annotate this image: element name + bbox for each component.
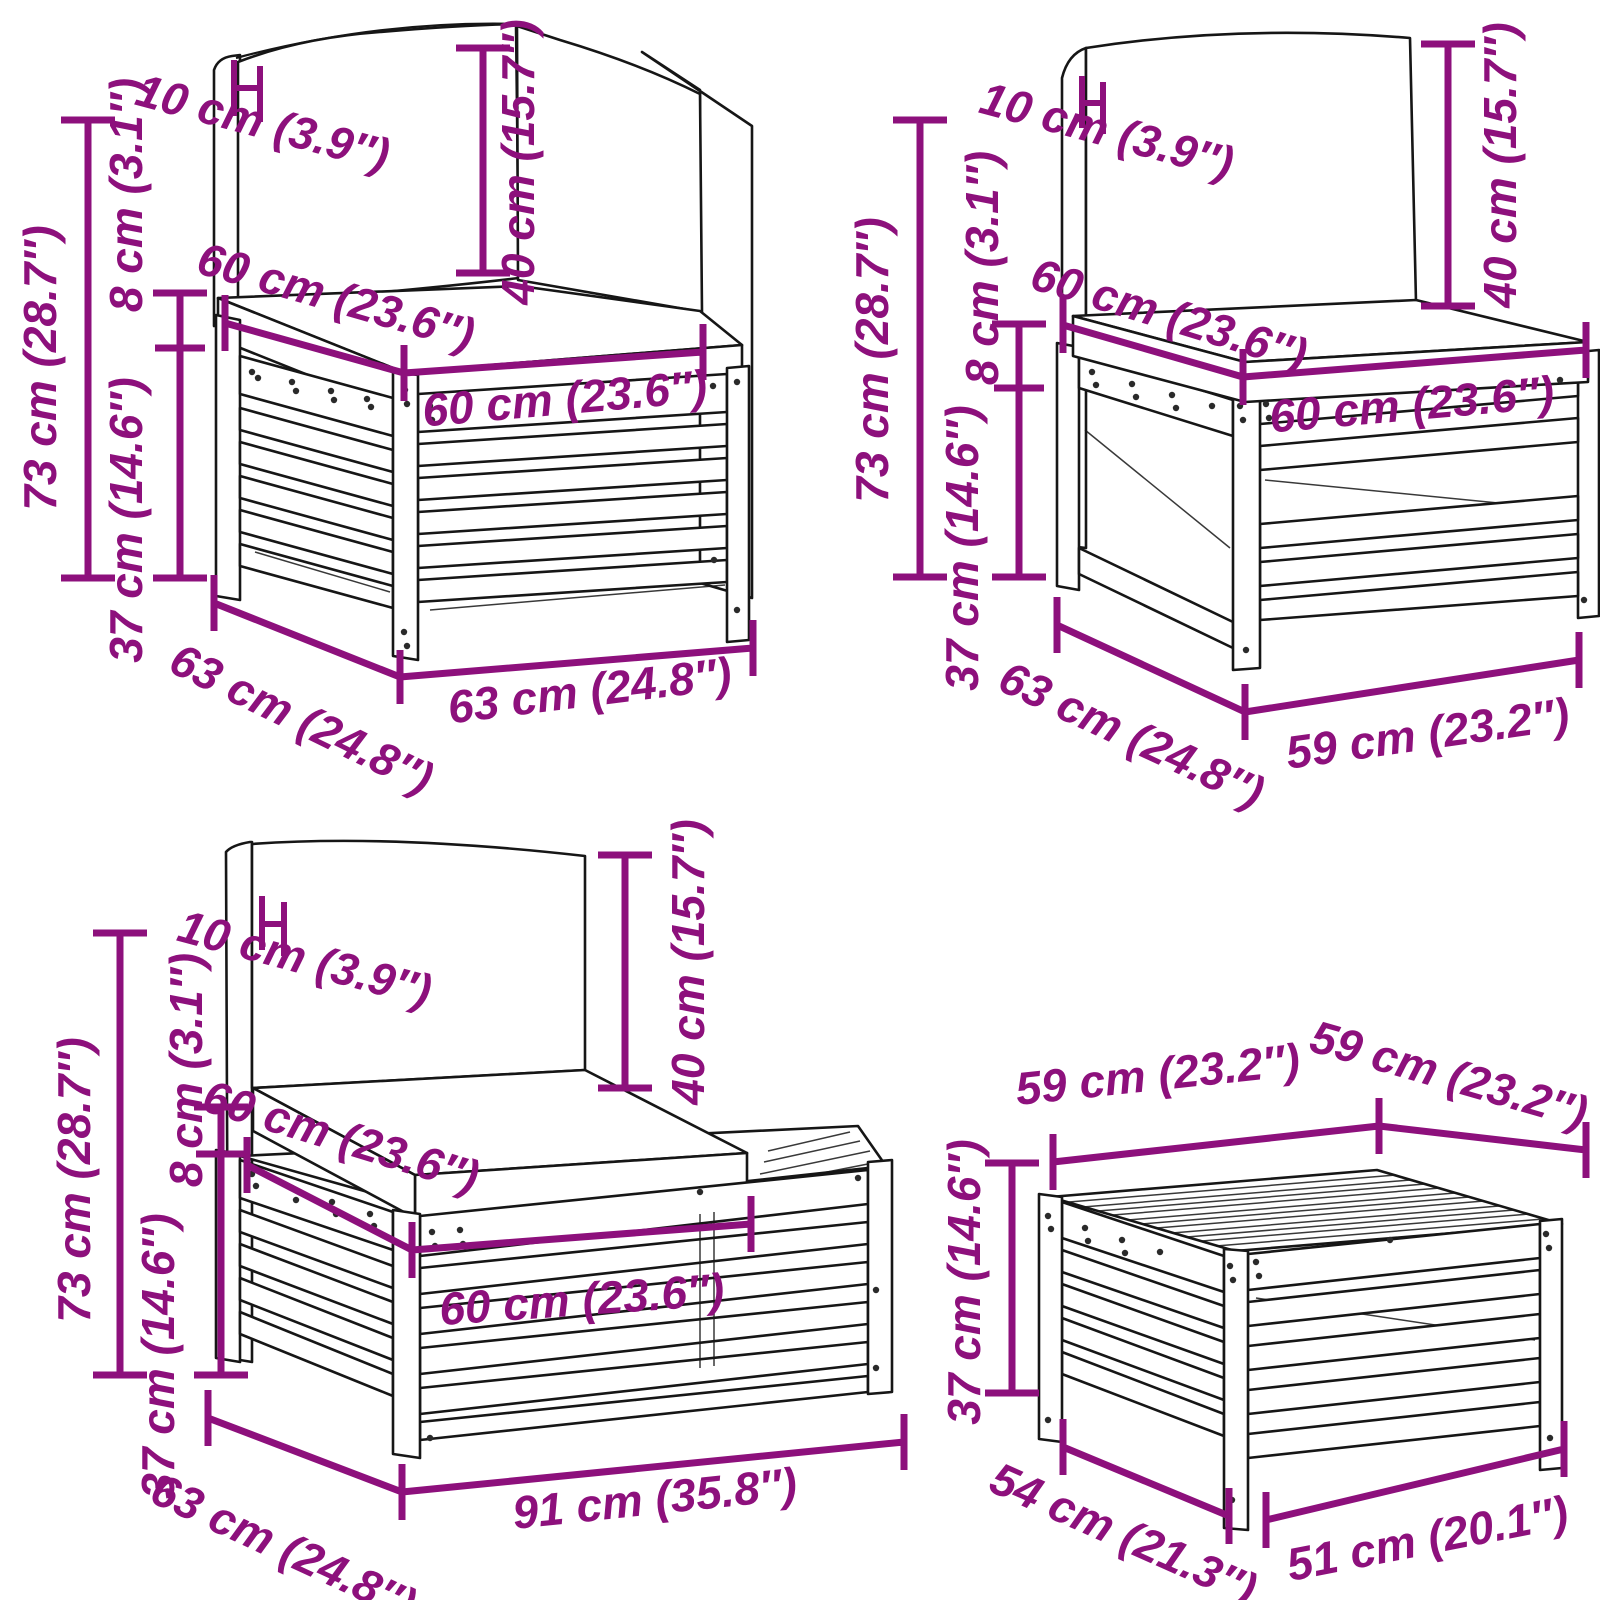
dim-line-back-height — [1421, 40, 1475, 310]
dim-line-cushion-and-frame — [992, 320, 1046, 581]
base-rail-left-bottom — [1077, 546, 1235, 650]
corner-sofa-figure — [212, 22, 754, 662]
dim-line-frame-depth — [204, 1390, 404, 1496]
dim-line-seat-depth — [1059, 297, 1244, 381]
dim-line-seat-width — [408, 1196, 755, 1278]
platform-slat-line — [763, 1140, 861, 1163]
dim-line-frame-width — [398, 1414, 908, 1520]
dim-label-seat-cushion-thickness: 8 cm (3.1″) — [100, 78, 152, 312]
base-post-back — [214, 313, 242, 602]
dim-label-frame-height: 37 cm (14.6″) — [100, 377, 152, 662]
dim-bracket-back-thickness — [259, 896, 287, 956]
dim-line-seat-depth — [243, 1137, 414, 1254]
base-post-back-right — [1576, 348, 1600, 620]
backrest-cushion — [1084, 31, 1418, 318]
dim-line-frame-width — [396, 620, 757, 704]
dim-bracket-back-thickness — [231, 60, 263, 122]
base-post-right — [866, 1158, 894, 1396]
platform-slat-line — [759, 1150, 871, 1175]
interior-brace — [429, 584, 726, 611]
screws — [248, 1170, 880, 1442]
base-post-right — [725, 364, 751, 644]
dim-line-frame-depth — [210, 575, 402, 681]
dim-line-back-height — [598, 851, 652, 1092]
interior-brace — [1084, 429, 1231, 549]
screws — [248, 368, 741, 650]
dim-label-frame-height: 37 cm (14.6″) — [132, 1213, 184, 1498]
dim-label-frame-height: 37 cm (14.6″) — [936, 405, 988, 690]
dim-line-cushion-and-frame — [194, 1103, 248, 1379]
table-figure — [1037, 1168, 1564, 1532]
dim-label-total-height: 73 cm (28.7″) — [846, 217, 898, 502]
dim-line-back-height — [456, 44, 510, 277]
dim-label-top-depth: 59 cm (23.2″) — [1013, 1033, 1302, 1115]
dim-line-height — [985, 1159, 1039, 1397]
table-top-slats — [1068, 1174, 1544, 1247]
screws — [1044, 1212, 1554, 1504]
base-post-front — [391, 370, 420, 662]
dim-line-frame-depth — [1053, 597, 1247, 716]
dim-line-top-width — [1378, 1122, 1590, 1178]
dim-label-total-height: 73 cm (28.7″) — [48, 1037, 100, 1322]
dim-line-total-height — [61, 116, 115, 582]
dim-line-frame-width — [1241, 632, 1583, 740]
dim-label-top-width: 59 cm (23.2″) — [1305, 1010, 1594, 1139]
dim-line-cushion-and-frame — [153, 289, 207, 582]
dim-label-seat-cushion-thickness: 8 cm (3.1″) — [160, 953, 212, 1187]
middle-sofa-figure — [1055, 31, 1600, 672]
interior-mullion — [699, 1212, 715, 1368]
interior-brace — [254, 551, 391, 593]
backrest-cushion — [250, 839, 587, 1090]
dim-label-back-height: 40 cm (15.7″) — [662, 819, 714, 1105]
dim-line-base-width — [1262, 1421, 1568, 1548]
base-post-front — [1222, 1247, 1250, 1532]
dim-label-back-height: 40 cm (15.7″) — [492, 19, 544, 305]
dim-bracket-back-thickness — [1079, 76, 1106, 134]
dim-label-height: 37 cm (14.6″) — [938, 1139, 990, 1424]
platform-slat-line — [767, 1131, 851, 1152]
dim-label-back-height: 40 cm (15.7″) — [1474, 22, 1526, 308]
base-post-corner — [1231, 389, 1262, 672]
base-post-front-left — [1055, 341, 1081, 592]
dim-line-total-height — [93, 929, 147, 1379]
dim-line-seat-width — [1239, 322, 1590, 405]
dim-label-total-height: 73 cm (28.7″) — [14, 225, 66, 510]
dim-line-seat-width — [400, 324, 707, 401]
dim-label-base-width: 51 cm (20.1″) — [1282, 1485, 1572, 1591]
dim-line-seat-depth — [221, 295, 405, 377]
dim-label-frame-depth: 63 cm (24.8″) — [991, 651, 1272, 819]
backrest-cushion-right — [515, 24, 704, 314]
chaise-sofa-figure — [214, 839, 894, 1460]
dim-label-seat-cushion-thickness: 8 cm (3.1″) — [956, 151, 1008, 385]
dim-line-total-height — [893, 116, 947, 581]
base-post-right — [1538, 1217, 1564, 1472]
dim-line-base-depth — [1059, 1419, 1233, 1544]
